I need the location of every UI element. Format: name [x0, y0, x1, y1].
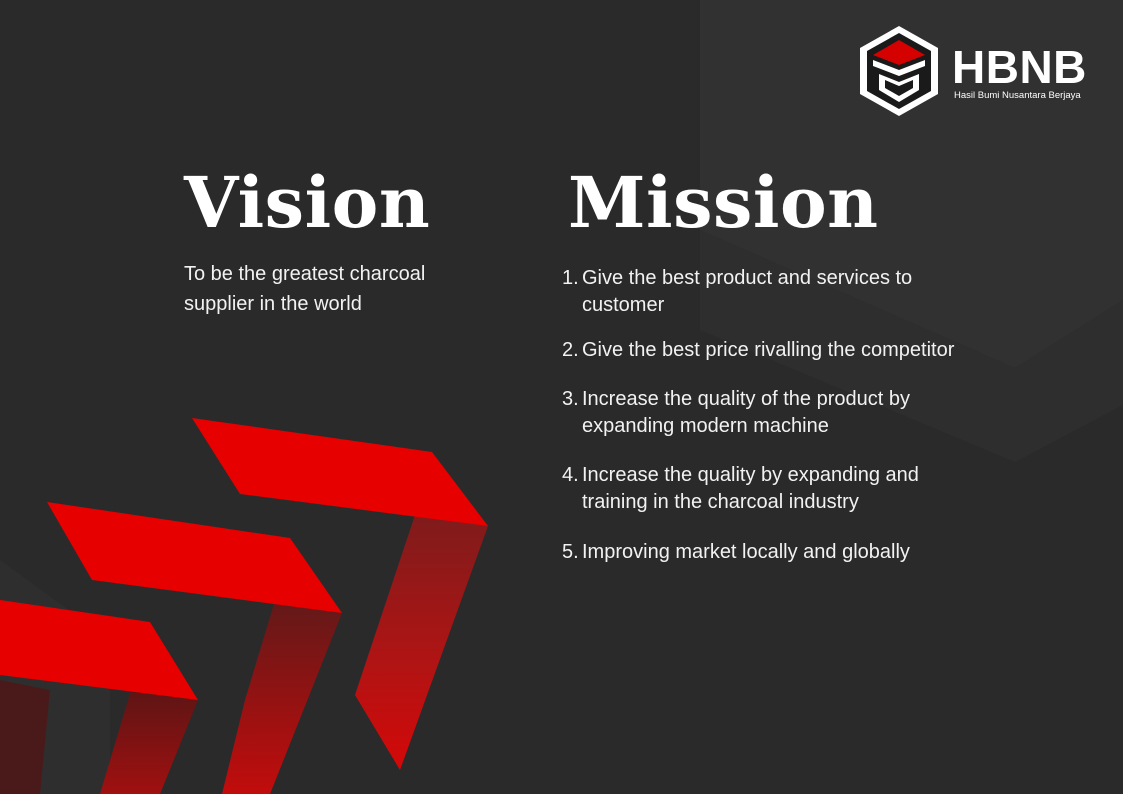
mission-item-number: 1. [562, 267, 579, 289]
brand-name: HBNB [952, 41, 1087, 93]
mission-item: 2. Give the best price rivalling the com… [562, 337, 982, 364]
red-chevron-left-tail [0, 680, 50, 794]
mission-item-text: Increase the quality by expanding and tr… [582, 464, 919, 513]
mission-item: 5. Improving market locally and globally [562, 539, 982, 566]
red-chevron-front [0, 600, 198, 700]
bg-panel-light [700, 0, 1123, 368]
mission-item-number: 3. [562, 388, 579, 410]
mission-item-number: 2. [562, 339, 579, 361]
vision-heading: Vision [184, 161, 431, 244]
brand-logo: HBNB Hasil Bumi Nusantara Berjaya [857, 24, 1087, 118]
mission-item: 3. Increase the quality of the product b… [562, 386, 982, 440]
mission-heading: Mission [568, 161, 879, 244]
mission-item: 1. Give the best product and services to… [562, 265, 982, 319]
red-chevron-back-tail [355, 500, 488, 770]
bg-panel-mid [700, 230, 1123, 462]
mission-item-number: 5. [562, 541, 579, 563]
brand-tagline: Hasil Bumi Nusantara Berjaya [954, 90, 1081, 101]
mission-item-text: Increase the quality of the product by e… [582, 388, 910, 437]
mission-item-text: Give the best product and services to cu… [582, 267, 913, 316]
mission-list: 1. Give the best product and services to… [562, 265, 982, 566]
mission-item-number: 4. [562, 464, 579, 486]
red-chevron-back [192, 418, 488, 526]
red-chevron-mid-tail [222, 584, 342, 794]
hbnb-emblem-icon [860, 26, 938, 116]
vision-text: To be the greatest charcoal supplier in … [184, 263, 426, 315]
mission-item-text: Give the best price rivalling the compet… [582, 339, 955, 361]
mission-item-text: Improving market locally and globally [582, 541, 910, 563]
red-chevron-mid [47, 502, 342, 613]
mission-item: 4. Increase the quality by expanding and… [562, 462, 982, 516]
